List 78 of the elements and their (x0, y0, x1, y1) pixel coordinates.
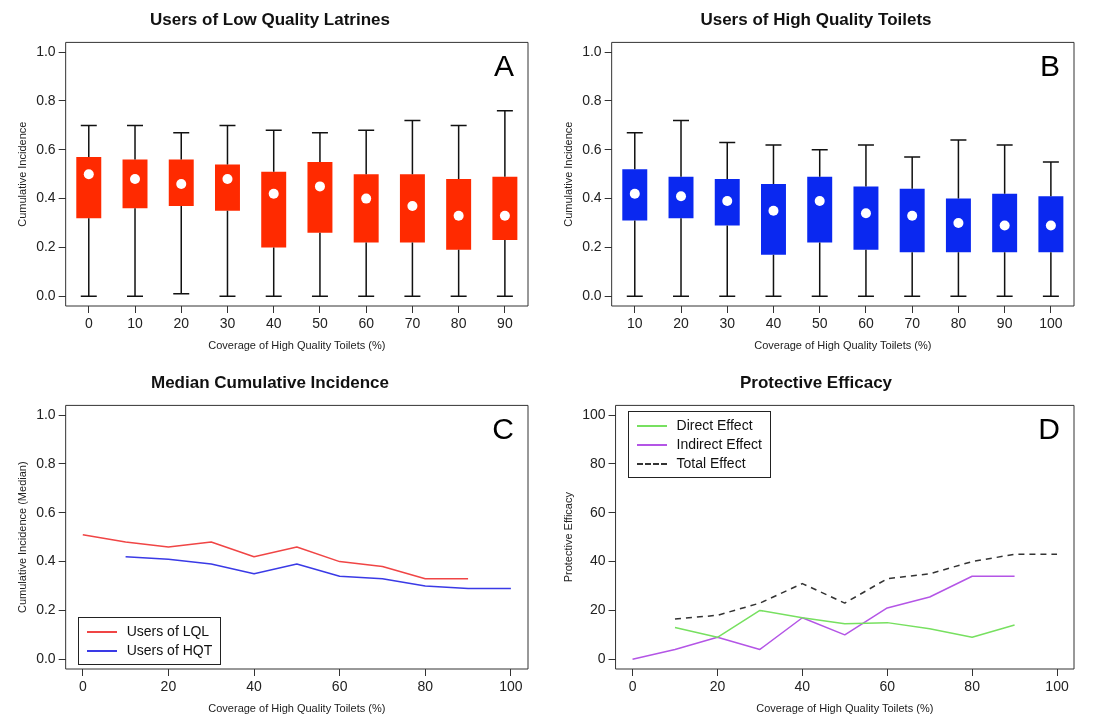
legend-label: Indirect Effect (676, 435, 762, 455)
x-tick-label: 40 (765, 315, 782, 332)
x-tick-label: 60 (879, 678, 896, 695)
x-tick-label: 100 (1045, 678, 1069, 695)
chart-title: Users of High Quality Toilets (700, 9, 932, 29)
annotation: A (493, 48, 514, 82)
y-tick-label: 0.0 (36, 650, 56, 667)
annotation: D (1038, 411, 1060, 445)
x-tick-label: 80 (417, 678, 434, 695)
x-tick-label: 20 (709, 678, 726, 695)
y-axis-title: Cumulative Incidence (Median) (15, 461, 28, 614)
x-tick-label: 20 (173, 315, 190, 332)
x-axis-title: Coverage of High Quality Toilets (%) (754, 339, 932, 352)
x-tick-label: 0 (78, 678, 87, 695)
x-tick-label: 60 (858, 315, 874, 332)
legend-label: Total Effect (676, 454, 746, 474)
x-tick-label: 90 (497, 315, 513, 332)
y-tick-label: 0.6 (36, 140, 56, 157)
x-tick-label: 70 (404, 315, 421, 332)
x-tick-label: 10 (626, 315, 643, 332)
x-tick-label: 40 (265, 315, 282, 332)
x-axis-title: Coverage of High Quality Toilets (%) (208, 702, 386, 715)
y-axis-title: Cumulative Incidence (15, 121, 28, 227)
x-tick-label: 70 (904, 315, 921, 332)
legend-label: Direct Effect (676, 416, 753, 436)
x-tick-label: 10 (127, 315, 144, 332)
y-tick-label: 0.8 (36, 454, 56, 471)
x-tick-label: 80 (450, 315, 467, 332)
y-tick-label: 0.6 (582, 140, 602, 157)
annotation: B (1039, 48, 1060, 82)
y-tick-label: 0.2 (36, 238, 56, 255)
chart-title: Median Cumulative Incidence (150, 372, 390, 392)
y-tick-label: 0.0 (36, 287, 56, 304)
y-tick-label: 1.0 (36, 406, 56, 423)
y-tick-label: 0.4 (36, 552, 56, 569)
y-tick-label: 60 (589, 503, 606, 520)
x-tick-label: 0 (628, 678, 637, 695)
y-tick-label: 0.8 (582, 91, 602, 108)
line-series (674, 553, 1058, 620)
x-tick-label: 100 (499, 678, 523, 695)
x-tick-label: 50 (312, 315, 328, 332)
y-tick-label: 0.0 (582, 287, 602, 304)
legend-label: Users of HQT (126, 641, 213, 660)
x-tick-label: 60 (358, 315, 375, 332)
x-tick-label: 30 (219, 315, 236, 332)
legend-label: Users of LQL (126, 622, 210, 641)
x-tick-label: 80 (964, 678, 981, 695)
y-tick-label: 1.0 (36, 43, 56, 60)
y-tick-label: 40 (589, 552, 606, 569)
x-tick-label: 90 (996, 315, 1013, 332)
y-tick-label: 0.4 (36, 189, 56, 206)
x-tick-label: 60 (331, 678, 348, 695)
chart-title: Users of Low Quality Latrines (150, 9, 390, 29)
y-tick-label: 0 (597, 650, 606, 667)
chart-title: Protective Efficacy (739, 372, 893, 392)
y-tick-label: 0.6 (36, 503, 56, 520)
x-tick-label: 40 (246, 678, 263, 695)
y-tick-label: 0.2 (582, 238, 602, 255)
x-tick-label: 100 (1039, 315, 1063, 332)
y-tick-label: 20 (589, 601, 606, 618)
y-tick-label: 0.2 (36, 601, 56, 618)
annotation: C (492, 411, 514, 445)
y-tick-label: 100 (582, 406, 606, 423)
x-tick-label: 40 (794, 678, 811, 695)
y-tick-label: 0.8 (36, 91, 56, 108)
x-tick-label: 0 (84, 315, 93, 332)
x-tick-label: 20 (673, 315, 690, 332)
x-tick-label: 30 (719, 315, 736, 332)
y-axis-title: Cumulative Incidence (561, 121, 574, 227)
y-tick-label: 0.4 (582, 189, 602, 206)
y-tick-label: 1.0 (582, 43, 602, 60)
x-tick-label: 20 (160, 678, 177, 695)
y-axis-title: Protective Efficacy (561, 491, 574, 583)
y-tick-label: 80 (589, 454, 606, 471)
x-axis-title: Coverage of High Quality Toilets (%) (208, 339, 386, 352)
x-axis-title: Coverage of High Quality Toilets (%) (756, 702, 934, 715)
x-tick-label: 50 (811, 315, 828, 332)
x-tick-label: 80 (950, 315, 967, 332)
